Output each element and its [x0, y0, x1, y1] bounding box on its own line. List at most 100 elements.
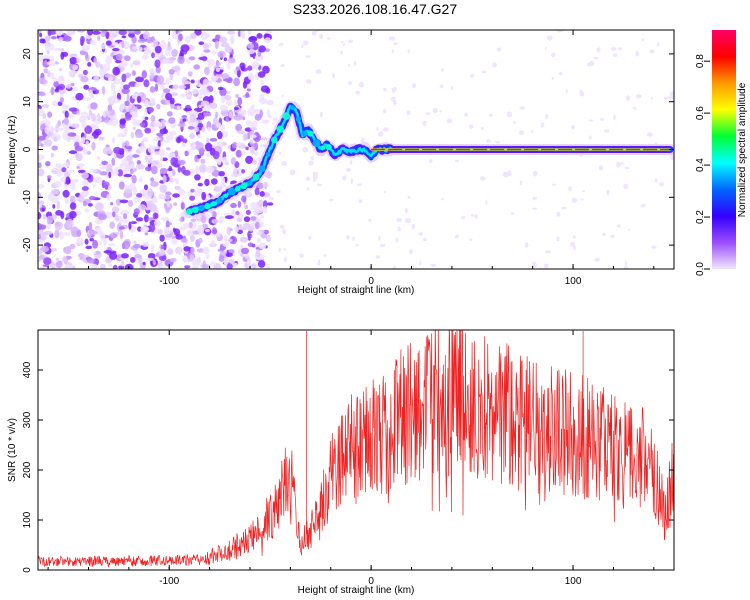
- noise-speckle: [131, 70, 136, 76]
- noise-speckle: [119, 163, 124, 169]
- noise-speckle: [480, 127, 484, 130]
- noise-speckle: [406, 110, 411, 116]
- noise-speckle: [158, 255, 167, 261]
- noise-speckle: [55, 261, 63, 269]
- noise-speckle: [301, 44, 304, 49]
- noise-speckle: [180, 202, 185, 210]
- spectral-ridge: [183, 100, 674, 219]
- noise-speckle: [556, 211, 561, 217]
- noise-speckle: [205, 166, 215, 174]
- noise-speckle: [198, 41, 205, 45]
- noise-speckle: [89, 230, 98, 235]
- noise-speckle: [208, 95, 214, 104]
- noise-speckle: [120, 80, 124, 86]
- noise-speckle: [235, 123, 243, 132]
- noise-speckle: [62, 189, 70, 198]
- noise-speckle: [230, 35, 235, 44]
- noise-speckle: [241, 150, 246, 156]
- noise-speckle: [656, 42, 660, 47]
- noise-speckle: [150, 177, 155, 182]
- colorbar-tick-label: 0.4: [695, 158, 706, 172]
- noise-speckle: [606, 189, 610, 196]
- noise-speckle: [64, 110, 69, 119]
- ridge-blob: [216, 197, 223, 204]
- noise-speckle: [407, 195, 411, 199]
- noise-speckle: [418, 232, 423, 236]
- noise-speckle: [127, 30, 136, 34]
- ridge-blob: [270, 136, 278, 144]
- noise-speckle: [241, 195, 247, 203]
- noise-speckle: [69, 182, 76, 191]
- noise-speckle: [55, 127, 64, 131]
- noise-speckle: [124, 188, 132, 194]
- noise-speckle: [55, 30, 63, 37]
- noise-speckle: [40, 143, 44, 147]
- noise-speckle: [247, 43, 255, 49]
- noise-speckle: [254, 108, 260, 114]
- noise-speckle: [376, 126, 379, 131]
- noise-speckle: [236, 142, 246, 149]
- noise-speckle: [219, 105, 228, 112]
- noise-speckle: [249, 120, 258, 128]
- noise-speckle: [220, 42, 230, 48]
- noise-speckle: [258, 242, 267, 250]
- noise-speckle: [172, 84, 179, 90]
- noise-speckle: [223, 57, 227, 62]
- noise-speckle: [101, 30, 108, 34]
- noise-speckle: [141, 241, 150, 247]
- noise-speckle: [93, 115, 102, 125]
- noise-speckle: [38, 184, 45, 189]
- noise-speckle: [214, 111, 219, 119]
- noise-speckle: [181, 115, 188, 119]
- noise-speckle: [50, 55, 55, 63]
- noise-speckle: [202, 246, 210, 255]
- noise-speckle: [122, 219, 129, 224]
- x-axis-ticks: -100 0 100: [47, 330, 655, 587]
- noise-speckle: [481, 70, 487, 74]
- x-tick-label: -100: [159, 276, 179, 287]
- noise-speckle: [166, 46, 172, 51]
- noise-speckle: [181, 142, 187, 148]
- noise-speckle: [142, 54, 149, 60]
- noise-speckle: [169, 131, 177, 136]
- noise-speckle: [215, 34, 221, 40]
- ridge-blob: [186, 208, 193, 215]
- noise-speckle: [126, 93, 130, 103]
- noise-speckle: [90, 39, 96, 46]
- noise-speckle: [123, 55, 131, 62]
- noise-speckle: [446, 118, 453, 124]
- snr-panel: -100 0 100 0 100 200 300 400 Height of straigh…: [7, 329, 675, 596]
- noise-speckle: [545, 250, 551, 254]
- noise-speckle: [247, 72, 254, 80]
- noise-speckle: [235, 210, 240, 216]
- noise-speckle: [205, 253, 210, 260]
- noise-speckle: [256, 33, 263, 39]
- noise-speckle: [249, 134, 257, 139]
- noise-speckle: [110, 233, 114, 239]
- noise-speckle: [624, 260, 628, 267]
- noise-speckle: [159, 156, 164, 163]
- noise-speckle: [69, 243, 76, 250]
- noise-speckle: [211, 229, 218, 234]
- noise-speckle: [47, 111, 53, 118]
- noise-speckle: [663, 96, 669, 100]
- noise-speckle: [198, 95, 203, 100]
- noise-speckle: [247, 65, 253, 71]
- noise-speckle: [176, 136, 182, 144]
- noise-speckle: [94, 218, 103, 225]
- noise-speckle: [432, 107, 438, 114]
- noise-speckle: [319, 111, 323, 118]
- noise-speckle: [76, 30, 86, 33]
- noise-speckle: [55, 163, 61, 168]
- noise-speckle: [224, 94, 232, 101]
- noise-speckle: [175, 180, 180, 185]
- noise-speckle: [64, 198, 70, 205]
- x-tick-label: 100: [565, 276, 582, 287]
- noise-speckle: [265, 100, 274, 105]
- noise-speckle: [317, 262, 321, 266]
- noise-speckle: [131, 174, 137, 184]
- noise-speckle: [44, 59, 47, 66]
- noise-speckle: [232, 142, 238, 149]
- noise-speckle: [182, 138, 188, 144]
